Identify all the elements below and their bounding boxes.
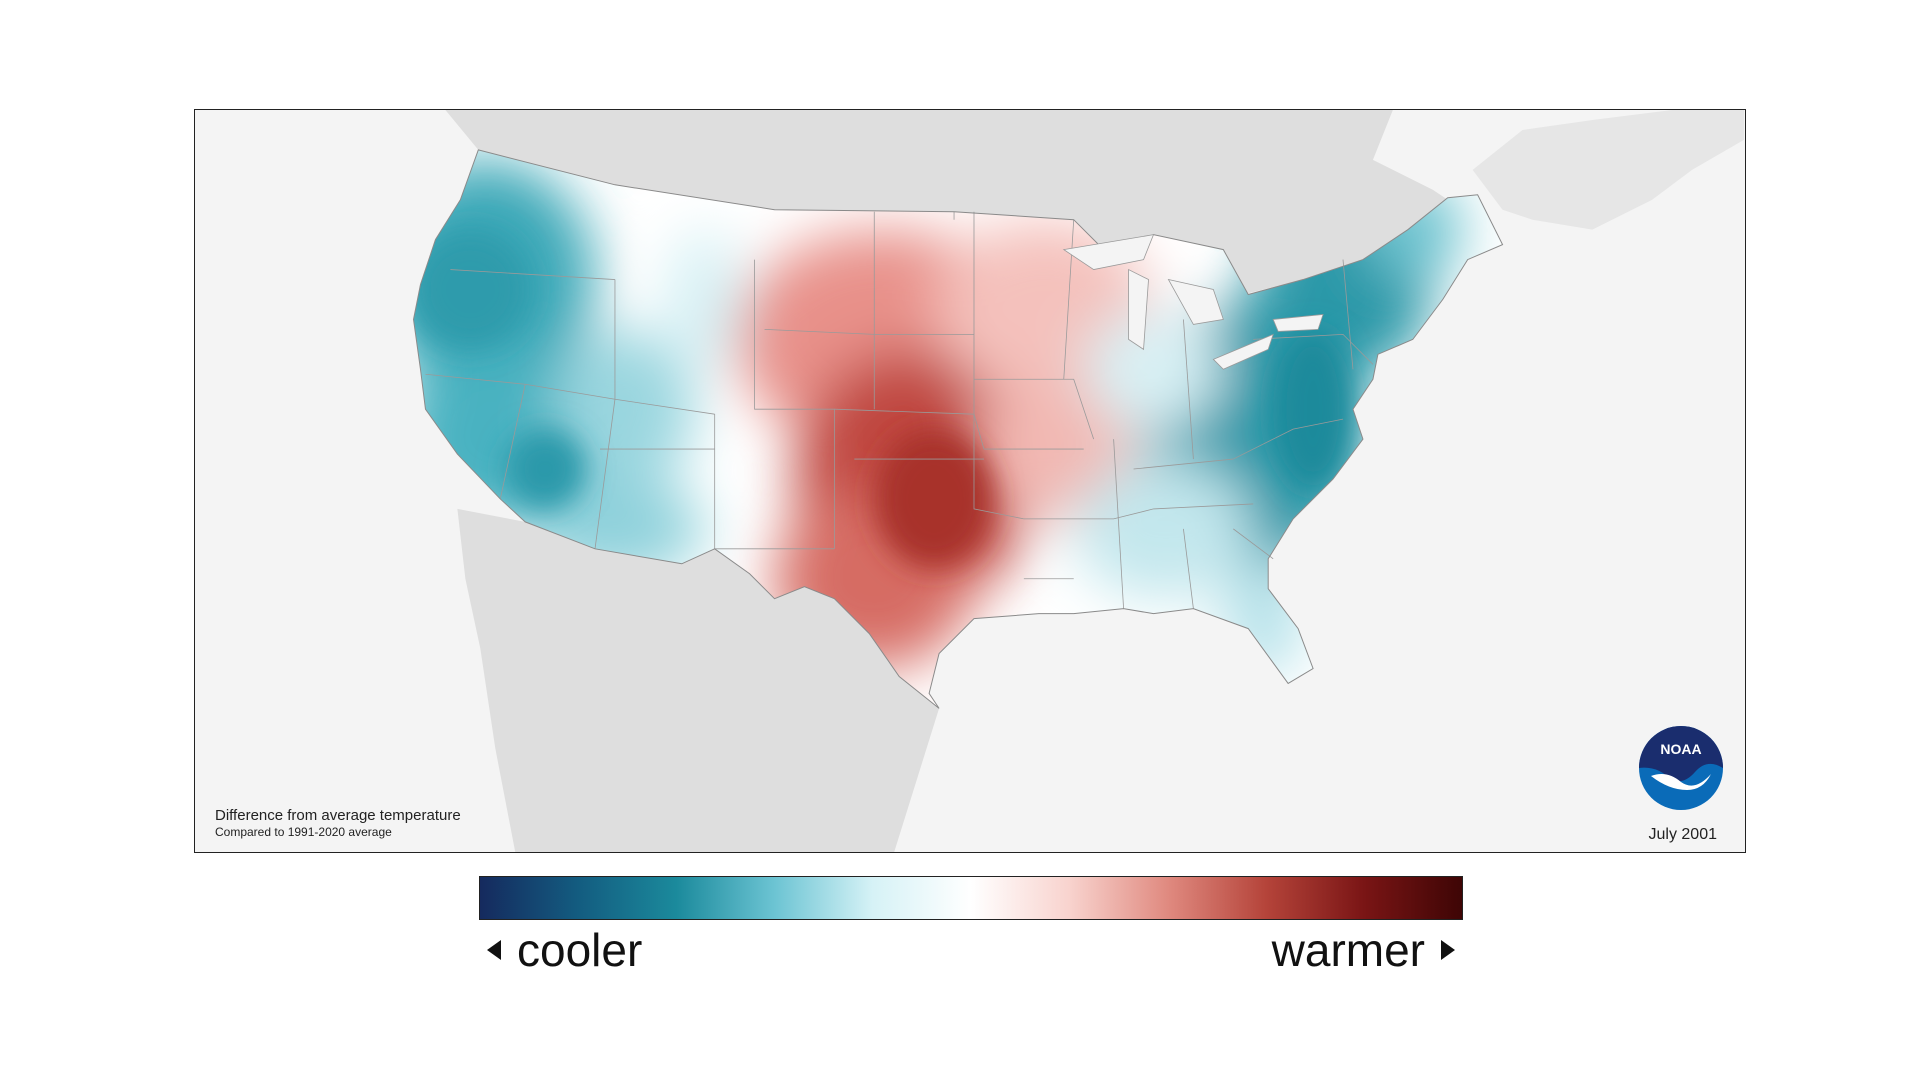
canada-east-landmass	[1472, 110, 1744, 230]
warmer-label-group: warmer	[1272, 924, 1455, 976]
cooler-label: cooler	[517, 924, 643, 976]
us-outline	[412, 149, 1504, 709]
caption-subtitle: Compared to 1991-2020 average	[215, 825, 392, 839]
canada-landmass	[445, 110, 1493, 310]
arrow-right-icon	[1441, 940, 1455, 960]
mexico-landmass	[457, 508, 940, 852]
noaa-logo-text: NOAA	[1660, 741, 1701, 757]
state-borders	[425, 211, 1374, 609]
color-legend: cooler warmer	[479, 876, 1463, 984]
cooler-label-group: cooler	[487, 924, 642, 976]
arrow-left-icon	[487, 940, 501, 960]
caption-title: Difference from average temperature	[215, 807, 461, 824]
great-lakes	[1062, 234, 1324, 370]
map-panel: Difference from average temperature Comp…	[194, 109, 1746, 853]
map-date: July 2001	[1648, 826, 1718, 843]
temperature-map	[412, 110, 1744, 852]
warmer-label: warmer	[1271, 924, 1425, 976]
map-caption: Difference from average temperature Comp…	[215, 807, 461, 840]
noaa-logo: NOAA	[1637, 724, 1725, 812]
colorbar	[479, 876, 1463, 920]
